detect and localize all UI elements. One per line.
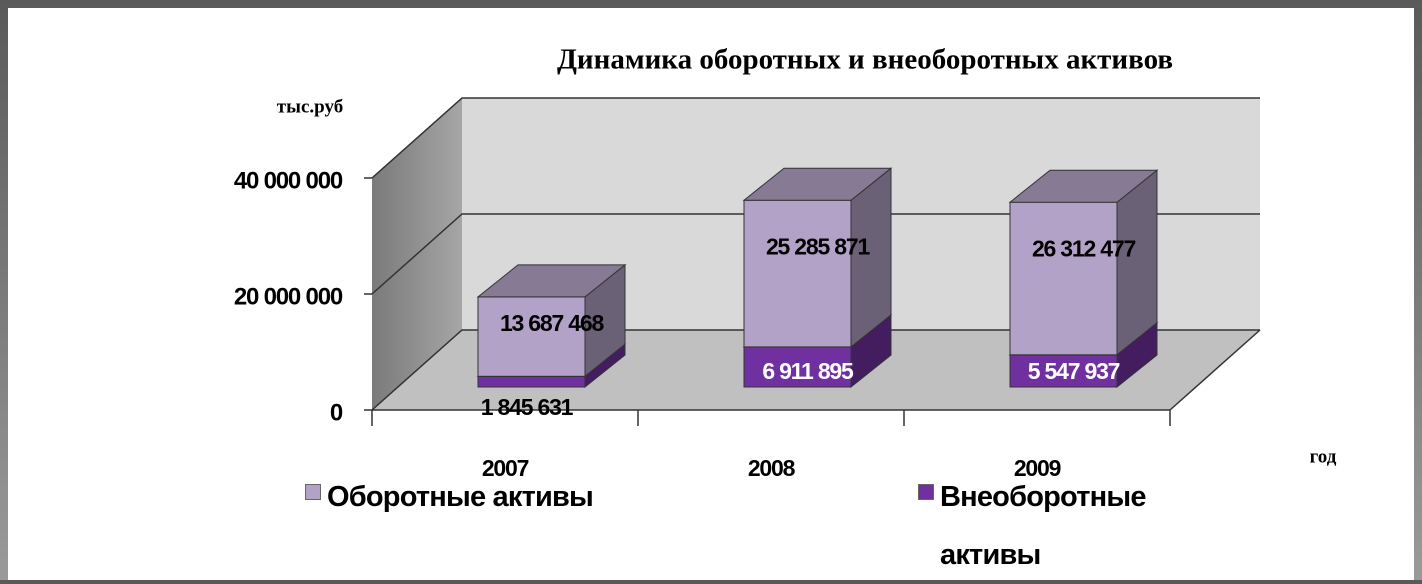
x-tick-label: 2009 — [1014, 455, 1061, 481]
legend-item: Оборотные активы — [305, 468, 665, 526]
bar — [477, 296, 586, 377]
value-label: 25 285 871 — [766, 233, 871, 259]
value-label: 13 687 468 — [500, 310, 605, 336]
bar-top — [476, 264, 627, 298]
value-label: 26 312 477 — [1032, 235, 1136, 261]
legend-swatch — [918, 484, 934, 500]
bar-top — [1008, 169, 1159, 203]
x-tick-label: 2007 — [482, 455, 529, 481]
legend-item: Внеоборотные активы — [918, 468, 1158, 584]
bar — [743, 199, 852, 348]
legend-label: Оборотные активы — [327, 481, 594, 513]
grid-line — [371, 329, 1260, 411]
grid-line — [371, 97, 1260, 179]
legend-swatch — [305, 484, 321, 500]
chart-title: Динамика оборотных и внеоборотных активо… — [557, 44, 1173, 76]
value-label: 1 845 631 — [481, 394, 574, 420]
y-tick-label: 20 000 000 — [234, 283, 343, 310]
bar-top — [742, 167, 893, 201]
value-label: 5 547 937 — [1028, 358, 1120, 384]
bar — [477, 375, 586, 388]
y-axis-label: тыс.руб — [277, 96, 343, 117]
y-tick-label: 0 — [330, 399, 343, 426]
x-axis-depth — [1169, 329, 1261, 411]
legend-label: Внеоборотные активы — [940, 481, 1146, 571]
bar — [1009, 201, 1118, 356]
grid-line — [371, 213, 1260, 295]
y-tick-label: 40 000 000 — [234, 167, 343, 194]
value-label: 6 911 895 — [762, 358, 854, 384]
x-tick-label: 2008 — [748, 455, 796, 481]
x-axis-label: год — [1310, 446, 1337, 467]
